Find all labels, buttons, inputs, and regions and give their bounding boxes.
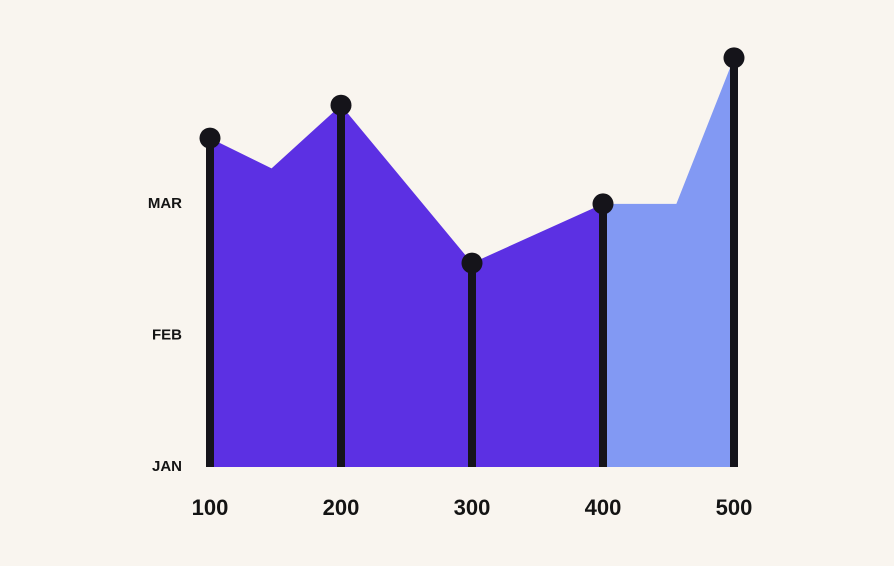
y-tick-label: FEB	[152, 326, 182, 343]
point	[461, 252, 483, 274]
y-tick-label: MAR	[148, 195, 182, 212]
x-tick-label: 100	[192, 495, 229, 520]
x-tick-label: 400	[585, 495, 622, 520]
point	[330, 94, 352, 116]
point	[199, 127, 221, 149]
x-tick-label: 200	[323, 495, 360, 520]
x-tick-label: 500	[716, 495, 753, 520]
y-tick-label: JAN	[152, 458, 182, 475]
x-tick-label: 300	[454, 495, 491, 520]
point	[723, 47, 745, 69]
point	[592, 193, 614, 215]
